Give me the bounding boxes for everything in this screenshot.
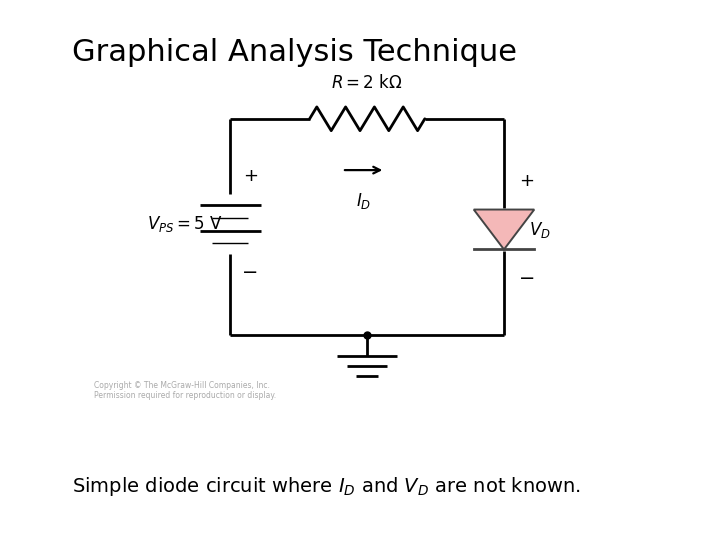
Text: Copyright © The McGraw-Hill Companies, Inc.
Permission required for reproduction: Copyright © The McGraw-Hill Companies, I… [94,381,276,400]
Text: Simple diode circuit where $I_D$ and $V_D$ are not known.: Simple diode circuit where $I_D$ and $V_… [72,475,581,497]
Polygon shape [474,210,534,249]
Text: $I_D$: $I_D$ [356,191,372,211]
Text: $R = 2\ \mathrm{k}\Omega$: $R = 2\ \mathrm{k}\Omega$ [331,74,403,92]
Text: −: − [519,268,535,288]
Text: −: − [243,263,258,282]
Text: +: + [520,172,534,190]
Text: +: + [243,166,258,185]
Text: $V_D$: $V_D$ [529,219,551,240]
Text: Graphical Analysis Technique: Graphical Analysis Technique [72,38,517,67]
Text: $V_{PS} = 5\ \mathrm{V}$: $V_{PS} = 5\ \mathrm{V}$ [148,214,223,234]
